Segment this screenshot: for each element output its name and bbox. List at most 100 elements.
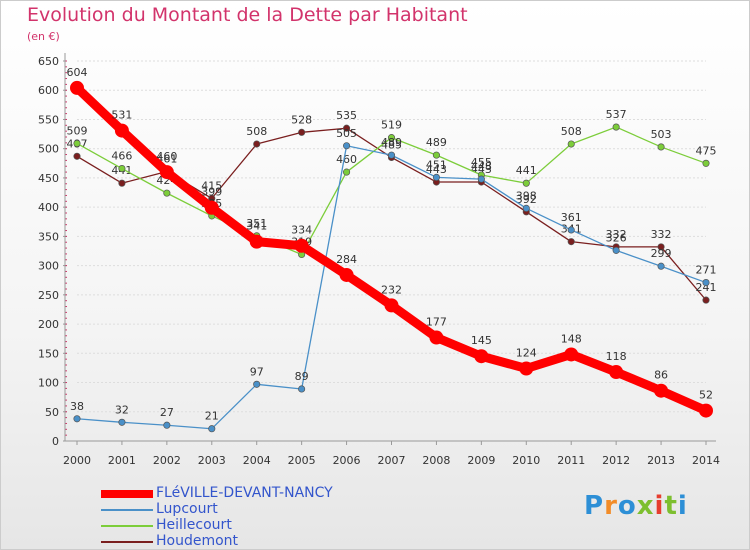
data-label: 21 [205,410,219,423]
data-label: 392 [516,193,537,206]
data-point [163,189,171,197]
data-label: 528 [291,113,312,126]
data-point [477,175,485,183]
data-label: 508 [561,125,582,138]
data-label: 508 [246,125,267,138]
y-tick-label: 400 [38,201,59,214]
data-label: 97 [250,365,264,378]
data-point [114,123,129,138]
data-label: 284 [336,253,357,266]
data-point [522,204,530,212]
logo-letter: x [636,491,655,521]
legend-item: FLéVILLE-DEVANT-NANCY [101,486,401,502]
data-point [249,234,264,249]
data-label: 177 [426,316,447,329]
data-label: 475 [696,144,717,157]
data-label: 455 [471,156,492,169]
data-label: 505 [336,127,357,140]
legend-label: Lupcourt [156,501,218,517]
data-point [432,173,440,181]
x-tick-label: 2010 [512,454,540,467]
data-point [253,380,261,388]
y-tick-label: 650 [38,55,59,68]
data-label: 241 [696,281,717,294]
x-tick-label: 2001 [108,454,136,467]
data-label: 451 [426,158,447,171]
legend-swatch [101,509,153,511]
data-point [657,143,665,151]
data-point [564,347,579,362]
x-tick-label: 2013 [647,454,675,467]
data-point [654,383,669,398]
data-point [343,168,351,176]
logo-letter: r [604,491,618,521]
data-point [159,165,174,180]
legend-item: Lupcourt [101,502,401,518]
data-label: 415 [201,179,222,192]
data-point [118,165,126,173]
data-label: 38 [70,400,84,413]
y-tick-label: 50 [45,406,59,419]
x-tick-label: 2007 [378,454,406,467]
data-label: 448 [471,160,492,173]
data-point [118,418,126,426]
data-point [657,262,665,270]
data-label: 332 [651,228,672,241]
data-label: 124 [516,347,537,360]
data-label: 271 [696,264,717,277]
data-point [429,330,444,345]
data-label: 535 [336,109,357,122]
y-tick-label: 350 [38,230,59,243]
data-label: 537 [606,108,627,121]
x-tick-label: 2004 [243,454,271,467]
data-label: 52 [699,389,713,402]
data-point [294,238,309,253]
y-tick-label: 600 [38,84,59,97]
x-tick-label: 2012 [602,454,630,467]
data-point [163,421,171,429]
chart-subtitle: (en €) [27,30,60,43]
data-point [609,365,624,380]
y-tick-label: 0 [52,435,59,448]
data-point [298,385,306,393]
logo-letter: i [654,491,665,521]
data-point [73,152,81,160]
data-label: 443 [426,163,447,176]
data-label: 145 [471,334,492,347]
x-tick-label: 2002 [153,454,181,467]
data-label: 489 [381,136,402,149]
legend-swatch [101,525,153,527]
data-point [612,123,620,131]
legend-item: Houdemont [101,534,401,550]
data-point [204,200,219,215]
data-point [702,296,710,304]
y-tick-label: 250 [38,289,59,302]
data-point [567,238,575,246]
data-point [567,140,575,148]
data-label: 326 [606,231,627,244]
data-label: 27 [160,406,174,419]
y-tick-label: 300 [38,260,59,273]
data-label: 441 [516,164,537,177]
data-label: 32 [115,403,129,416]
legend: FLéVILLE-DEVANT-NANCY Lupcourt Heillecourt… [101,486,401,550]
y-tick-label: 450 [38,172,59,185]
data-point [384,298,399,313]
data-point [343,142,351,150]
chart-title: Evolution du Montant de la Dette par Hab… [27,4,468,26]
data-label: 86 [654,369,668,382]
data-point [298,128,306,136]
data-point [612,246,620,254]
data-label: 334 [291,224,312,237]
data-label: 232 [381,283,402,296]
data-label: 399 [201,186,222,199]
legend-swatch [101,490,153,498]
data-point [702,159,710,167]
logo-letter: i [677,491,688,521]
x-tick-label: 2011 [557,454,585,467]
data-point [208,425,216,433]
data-point [702,279,710,287]
data-point [522,179,530,187]
data-point [657,243,665,251]
